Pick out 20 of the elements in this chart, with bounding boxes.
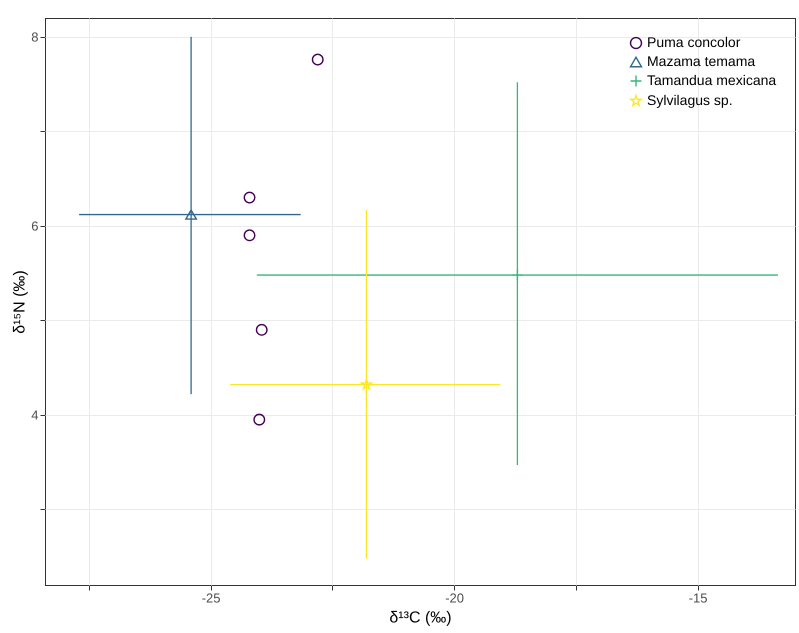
x-tick-label: -20 — [445, 590, 464, 606]
point — [185, 209, 198, 220]
legend-label: Tamandua mexicana — [647, 72, 776, 88]
y-axis-title: δ¹⁵N (‰) — [11, 270, 28, 334]
point — [360, 378, 372, 390]
point — [256, 324, 268, 336]
legend-label: Mazama temama — [647, 53, 756, 69]
x-tick-label: -15 — [688, 590, 708, 606]
y-tick-label: 8 — [31, 29, 38, 44]
point — [253, 414, 266, 426]
y-tick-label: 4 — [31, 407, 38, 422]
point — [244, 229, 256, 242]
legend-label: Puma concolor — [647, 34, 741, 50]
legend-label: Sylvilagus sp. — [647, 92, 733, 108]
x-tick-label: -25 — [202, 590, 220, 606]
point — [244, 192, 256, 204]
y-tick-label: 6 — [31, 218, 38, 234]
x-axis-title: δ¹³C (‰) — [389, 610, 452, 626]
point — [511, 269, 524, 281]
point — [312, 54, 324, 66]
